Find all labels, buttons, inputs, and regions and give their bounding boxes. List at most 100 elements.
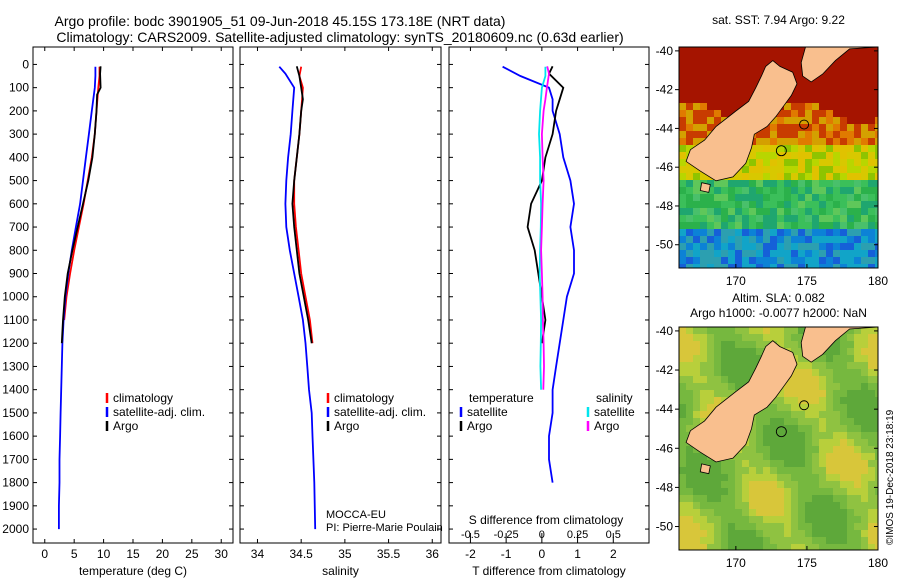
map-cell xyxy=(777,166,784,173)
map-cell xyxy=(700,243,707,250)
map-cell xyxy=(763,173,770,180)
map-cell xyxy=(861,362,868,369)
map-cell xyxy=(777,47,784,54)
map-cell xyxy=(784,180,791,187)
map-cell xyxy=(875,439,878,446)
map-cell xyxy=(784,222,791,229)
map-cell xyxy=(742,495,749,502)
map-cell xyxy=(868,61,875,68)
map-cell xyxy=(805,425,812,432)
map-cell xyxy=(805,208,812,215)
map-cell xyxy=(798,544,805,550)
map-cell xyxy=(693,467,700,474)
map-cell xyxy=(714,68,721,75)
map-frame xyxy=(678,326,879,551)
map-cell xyxy=(679,411,686,418)
map-cell xyxy=(749,453,756,460)
x-tick-label: -1 xyxy=(501,547,512,561)
map-cell xyxy=(756,222,763,229)
map-cell xyxy=(770,460,777,467)
map-cell xyxy=(805,236,812,243)
map-cell xyxy=(868,425,875,432)
map-cell xyxy=(805,222,812,229)
map-cell xyxy=(840,222,847,229)
map-cell xyxy=(854,243,861,250)
map-cell xyxy=(791,68,798,75)
map-cell xyxy=(812,201,819,208)
map-cell xyxy=(707,495,714,502)
map-cell xyxy=(714,236,721,243)
map-cell xyxy=(875,460,878,467)
map-cell xyxy=(679,530,686,537)
map-cell xyxy=(840,68,847,75)
map-cell xyxy=(707,341,714,348)
map-cell xyxy=(819,516,826,523)
map-cell xyxy=(749,47,756,54)
map-cell xyxy=(875,229,878,236)
map-cell xyxy=(847,208,854,215)
x-tick-label: 180 xyxy=(868,556,888,570)
map-cell xyxy=(770,495,777,502)
map-cell xyxy=(686,404,693,411)
map-cell xyxy=(679,341,686,348)
map-cell xyxy=(833,481,840,488)
map-cell xyxy=(770,418,777,425)
map-cell xyxy=(749,495,756,502)
map-cell xyxy=(791,152,798,159)
map-cell xyxy=(749,194,756,201)
map-cell xyxy=(861,264,868,268)
map-cell xyxy=(861,418,868,425)
map-cell xyxy=(805,523,812,530)
map-cell xyxy=(700,110,707,117)
map-cell xyxy=(707,369,714,376)
map-cell xyxy=(798,89,805,96)
map-cell xyxy=(679,516,686,523)
map-cell xyxy=(714,530,721,537)
map-cell xyxy=(861,47,868,54)
map-cell xyxy=(700,411,707,418)
map-cell xyxy=(763,446,770,453)
map-cell xyxy=(833,523,840,530)
map-cell xyxy=(819,222,826,229)
map-cell xyxy=(707,110,714,117)
map-cell xyxy=(826,348,833,355)
map-cell xyxy=(721,509,728,516)
map-cell xyxy=(847,152,854,159)
map-cell xyxy=(721,222,728,229)
map-cell xyxy=(826,131,833,138)
series-line xyxy=(540,66,550,390)
map-cell xyxy=(847,250,854,257)
map-cell xyxy=(798,502,805,509)
map-cell xyxy=(777,243,784,250)
map-cell xyxy=(749,509,756,516)
map-cell xyxy=(847,530,854,537)
map-cell xyxy=(861,390,868,397)
map-cell xyxy=(756,502,763,509)
x-tick-label: 180 xyxy=(868,274,888,288)
map-cell xyxy=(826,250,833,257)
map-cell xyxy=(707,362,714,369)
north-island-shape xyxy=(800,326,879,363)
map-cell xyxy=(798,187,805,194)
map-cell xyxy=(742,250,749,257)
map-cell xyxy=(749,180,756,187)
bathymetry-contour xyxy=(799,119,810,130)
map-cell xyxy=(735,376,742,383)
map-cell xyxy=(721,68,728,75)
map-cell xyxy=(770,54,777,61)
map-cell xyxy=(784,390,791,397)
series-line xyxy=(291,66,313,344)
map-cell xyxy=(756,194,763,201)
map-cell xyxy=(812,460,819,467)
map-cell xyxy=(714,257,721,264)
map-cell xyxy=(805,404,812,411)
map-cell xyxy=(847,453,854,460)
map-cell xyxy=(679,75,686,82)
map-cell xyxy=(756,530,763,537)
map-cell xyxy=(728,47,735,54)
map-cell xyxy=(693,362,700,369)
map-cell xyxy=(798,222,805,229)
map-cell xyxy=(714,488,721,495)
map-cell xyxy=(868,222,875,229)
map-cell xyxy=(714,474,721,481)
